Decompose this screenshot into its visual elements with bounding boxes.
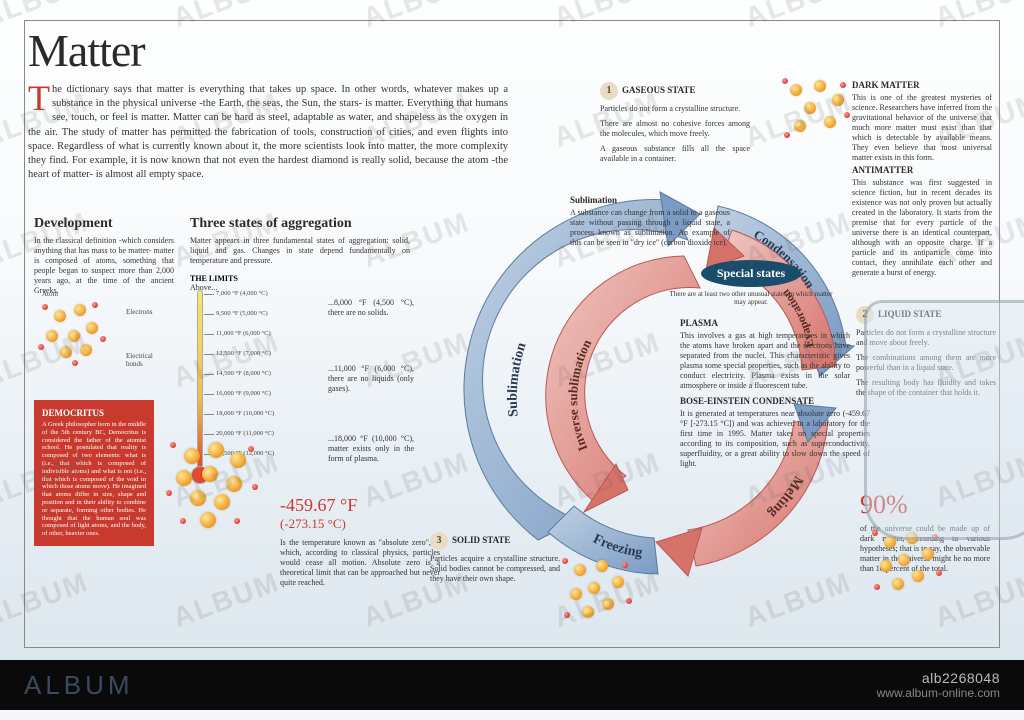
image-id: alb2268048 xyxy=(877,670,1000,686)
dark-matter-text: This is one of the greatest mysteries of… xyxy=(852,93,992,163)
antimatter-heading: ANTIMATTER xyxy=(852,165,992,175)
antimatter-text: This substance was first suggested in sc… xyxy=(852,178,992,278)
atom-diagram: Atom Electrons Electrical bonds xyxy=(34,300,174,380)
plasma-text: This involves a gas at high temperatures… xyxy=(680,331,850,391)
solid-state-section: 3 SOLID STATE Particles acquire a crysta… xyxy=(430,530,560,584)
thermo-tick: 18,000 °F (10,000 °C) xyxy=(216,410,274,417)
special-states-section: Special states There are at least two ot… xyxy=(666,260,836,306)
thermo-tick: 20,000 °F (11,000 °C) xyxy=(216,430,274,437)
state-number-1: 1 xyxy=(600,82,618,100)
liquid-molecule-icon xyxy=(870,530,950,610)
dark-matter-heading: DARK MATTER xyxy=(852,80,992,90)
three-states-text: Matter appears in three fundamental stat… xyxy=(190,236,410,266)
solid-molecule-icon xyxy=(560,558,640,638)
arrow-sublimation: Sublimation xyxy=(506,341,530,418)
intro-paragraph: The dictionary says that matter is every… xyxy=(28,83,508,182)
limit-note-2: ...11,000 °F (6,000 °C), there are no li… xyxy=(328,364,414,394)
page-title: Matter xyxy=(28,24,996,77)
infographic-page: Matter The dictionary says that matter i… xyxy=(0,0,1024,660)
bonds-label: Electrical bonds xyxy=(126,352,166,368)
three-states-section: Three states of aggregation Matter appea… xyxy=(190,216,410,293)
state-number-3: 3 xyxy=(430,532,448,550)
sublimation-note-heading: Sublimation xyxy=(570,195,730,205)
plasma-section: PLASMA This involves a gas at high tempe… xyxy=(680,318,850,391)
footer-bar: ALBUM alb2268048 www.album-online.com xyxy=(0,660,1024,710)
limit-note-3: ...18,000 °F (10,000 °C), matter exists … xyxy=(328,434,414,464)
absolute-zero-section: -459.67 °F (-273.15 °C) Is the temperatu… xyxy=(280,495,440,588)
limit-note-1: ...8,000 °F (4,500 °C), there are no sol… xyxy=(328,298,414,318)
limits-label: THE LIMITS xyxy=(190,274,410,283)
democritus-box: DEMOCRITUS A Greek philosopher born in t… xyxy=(34,400,154,546)
development-section: Development In the classical definition … xyxy=(34,216,174,296)
large-molecule-icon xyxy=(164,440,274,550)
absolute-zero-text: Is the temperature known as "absolute ze… xyxy=(280,538,440,588)
thermo-tick: 11,000 °F (6,000 °C) xyxy=(216,330,271,337)
special-states-bubble: Special states xyxy=(701,260,801,287)
site-url: www.album-online.com xyxy=(877,686,1000,700)
solid-text: Particles acquire a crystalline structur… xyxy=(430,554,560,584)
atom-label: Atom xyxy=(42,290,58,298)
sublimation-note: Sublimation A substance can change from … xyxy=(570,195,730,248)
absolute-zero-c: (-273.15 °C) xyxy=(280,516,440,532)
gaseous-p3: A gaseous substance fills all the space … xyxy=(600,144,750,164)
absolute-zero-f: -459.67 °F xyxy=(280,495,440,516)
thermo-tick: 16,000 °F (9,000 °C) xyxy=(216,390,271,397)
thermo-tick: 14,500 °F (8,000 °C) xyxy=(216,370,271,377)
molecule-icon xyxy=(34,300,114,380)
development-heading: Development xyxy=(34,216,174,232)
development-text: In the classical definition -which consi… xyxy=(34,236,174,296)
svg-text:Sublimation: Sublimation xyxy=(506,341,530,418)
electrons-label: Electrons xyxy=(126,308,152,316)
thermo-tick: 12,500 °F (7,000 °C) xyxy=(216,350,271,357)
dark-matter-section: DARK MATTER This is one of the greatest … xyxy=(852,80,992,163)
gas-molecule-icon xyxy=(780,78,860,158)
thermo-tick: 9,500 °F (5,000 °C) xyxy=(216,310,268,317)
democritus-heading: DEMOCRITUS xyxy=(42,408,146,418)
sublimation-note-text: A substance can change from a solid to a… xyxy=(570,208,730,248)
democritus-text: A Greek philosopher born in the middle o… xyxy=(42,421,146,538)
plasma-heading: PLASMA xyxy=(680,318,850,328)
beaker-icon xyxy=(864,300,1024,540)
brand-logo: ALBUM xyxy=(24,670,134,701)
special-states-sub: There are at least two other unusual sta… xyxy=(666,290,836,306)
bec-text: It is generated at temperatures near abs… xyxy=(680,409,870,469)
gaseous-p1: Particles do not form a crystalline stru… xyxy=(600,104,750,114)
gaseous-state-section: 1 GASEOUS STATE Particles do not form a … xyxy=(600,80,750,164)
gaseous-p2: There are almost no cohesive forces amon… xyxy=(600,119,750,139)
solid-heading: SOLID STATE xyxy=(452,535,510,545)
bec-heading: BOSE-EINSTEIN CONDENSATE xyxy=(680,396,870,406)
antimatter-section: ANTIMATTER This substance was first sugg… xyxy=(852,165,992,278)
three-states-heading: Three states of aggregation xyxy=(190,216,410,232)
gaseous-heading: GASEOUS STATE xyxy=(622,85,695,95)
bec-section: BOSE-EINSTEIN CONDENSATE It is generated… xyxy=(680,396,870,469)
thermo-tick: 7,000 °F (4,000 °C) xyxy=(216,290,268,297)
